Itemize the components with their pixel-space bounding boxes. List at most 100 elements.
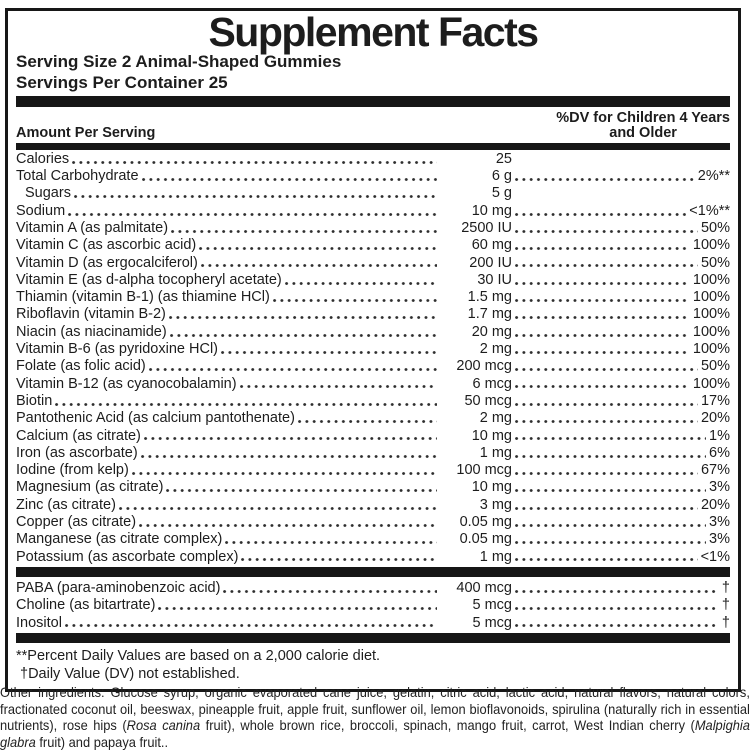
nutrient-row: Biotin 50 mcg 17%: [16, 392, 730, 410]
divider-bar-section-2: [16, 633, 730, 644]
nutrient-amount: 2 mg: [479, 341, 512, 358]
nutrient-row-left: Folate (as folic acid): [16, 358, 440, 375]
dot-leader: [515, 323, 690, 341]
dot-leader: [297, 410, 437, 427]
nutrient-name: Magnesium (as citrate): [16, 479, 164, 496]
dot-leader: [272, 289, 437, 306]
dot-leader: [515, 375, 690, 393]
nutrient-row: Niacin (as niacinamide) 20 mg 100%: [16, 323, 730, 341]
dot-leader: [118, 496, 437, 514]
nutrient-amount: 10 mg: [471, 427, 512, 444]
nutrient-dv: 50%: [700, 254, 730, 271]
nutrient-amount: 1.7 mg: [467, 306, 512, 323]
dot-leader: [148, 358, 437, 375]
dot-leader: [139, 514, 437, 531]
dot-leader: [223, 579, 437, 597]
nutrient-row: Sugars 5 g: [16, 185, 730, 202]
nutrient-row-left: Vitamin B-12 (as cyanocobalamin): [16, 375, 440, 393]
nutrient-name: Vitamin E (as d-alpha tocopheryl acetate…: [16, 271, 282, 288]
dot-leader: [515, 392, 698, 410]
dot-leader: [515, 531, 707, 548]
latin-name-italic: Rosa canina: [126, 717, 201, 734]
nutrient-name: Copper (as citrate): [16, 514, 137, 531]
dot-leader: [166, 479, 437, 496]
nutrient-row-left: Zinc (as citrate): [16, 496, 440, 514]
nutrient-dv: †: [721, 597, 730, 614]
dot-leader: [225, 531, 437, 548]
nutrient-row: Calcium (as citrate) 10 mg 1%: [16, 427, 730, 445]
nutrient-dv: 2%**: [697, 168, 730, 185]
nutrient-name: Biotin: [16, 392, 53, 409]
nutrient-row: Folate (as folic acid) 200 mcg 50%: [16, 358, 730, 375]
nutrient-amount: 2 mg: [479, 410, 512, 427]
nutrient-name: PABA (para-aminobenzoic acid): [16, 579, 221, 596]
panel-title: Supplement Facts: [208, 9, 539, 55]
nutrient-amount: 5 g: [491, 185, 512, 202]
nutrient-name: Folate (as folic acid): [16, 358, 146, 375]
nutrient-amount: 6 mcg: [472, 375, 513, 392]
nutrient-name: Potassium (as ascorbate complex): [16, 548, 239, 565]
nutrient-dv: 100%: [692, 341, 730, 358]
nutrient-row-left: Copper (as citrate): [16, 514, 440, 531]
serving-size-line: Serving Size 2 Animal-Shaped Gummies: [16, 52, 342, 71]
nutrient-row: Potassium (as ascorbate complex) 1 mg <1…: [16, 548, 730, 566]
footnote-line: †Daily Value (DV) not established.: [20, 665, 240, 682]
nutrient-name: Vitamin A (as palmitate): [16, 219, 169, 236]
other-nutrient-table: PABA (para-aminobenzoic acid) 400 mcg † …: [16, 579, 730, 632]
dot-leader: [158, 597, 437, 614]
nutrient-amount: 3 mg: [479, 496, 512, 513]
nutrient-amount: 1 mg: [479, 444, 512, 461]
nutrient-dv: 20%: [700, 496, 730, 513]
nutrient-name: Vitamin B-12 (as cyanocobalamin): [16, 375, 237, 392]
dot-leader: [515, 579, 719, 597]
nutrient-row-left: Pantothenic Acid (as calcium pantothenat…: [16, 410, 440, 427]
nutrient-amount: 5 mcg: [472, 597, 513, 614]
dot-leader: [515, 514, 707, 531]
nutrient-name: Vitamin B-6 (as pyridoxine HCl): [16, 341, 218, 358]
nutrient-dv: 100%: [692, 289, 730, 306]
supplement-facts-panel: Supplement Facts Serving Size 2 Animal-S…: [5, 8, 741, 693]
nutrient-table: Calories 25 Total Carbohydrate 6 g 2%** …: [16, 150, 730, 566]
nutrient-dv: 67%: [700, 462, 730, 479]
nutrient-dv: 1%: [709, 427, 730, 444]
dot-leader: [171, 219, 437, 237]
nutrient-amount: 200 IU: [469, 254, 512, 271]
dot-leader: [200, 254, 437, 272]
dot-leader: [199, 237, 437, 254]
divider-bar-section-1: [16, 567, 730, 578]
nutrient-amount: 0.05 mg: [459, 531, 512, 548]
dot-leader: [169, 323, 437, 341]
nutrient-dv: 6%: [709, 444, 730, 461]
nutrient-name: Iodine (from kelp): [16, 462, 129, 479]
nutrient-row: Zinc (as citrate) 3 mg 20%: [16, 496, 730, 514]
dot-leader: [515, 597, 719, 614]
latin-name-italic: Malpighia glabra: [0, 717, 750, 750]
nutrient-row: Calories 25: [16, 150, 730, 168]
nutrient-row: Iodine (from kelp) 100 mcg 67%: [16, 461, 730, 479]
nutrient-name: Sugars: [25, 185, 71, 202]
dot-leader: [515, 427, 707, 445]
dot-leader: [515, 444, 707, 462]
dot-leader: [515, 151, 727, 168]
nutrient-name: Niacin (as niacinamide): [16, 323, 167, 340]
dot-leader: [515, 341, 690, 358]
nutrient-row: Sodium 10 mg <1%**: [16, 202, 730, 220]
nutrient-row: Choline (as bitartrate) 5 mcg †: [16, 596, 730, 614]
nutrient-name: Pantothenic Acid (as calcium pantothenat…: [16, 410, 295, 427]
nutrient-row-left: Niacin (as niacinamide): [16, 323, 440, 341]
nutrient-row-left: Manganese (as citrate complex): [16, 531, 440, 548]
dot-leader: [515, 410, 698, 427]
nutrient-row-left: Total Carbohydrate: [16, 168, 440, 185]
dot-leader: [55, 392, 437, 410]
dot-leader: [515, 219, 698, 237]
nutrient-dv: 100%: [692, 271, 730, 288]
other-ingredients-paragraph: Other ingredients: Glucose syrup, organi…: [0, 684, 750, 750]
nutrient-row: Pantothenic Acid (as calcium pantothenat…: [16, 409, 730, 427]
nutrient-amount: 200 mcg: [456, 358, 512, 375]
divider-bar-header: [16, 143, 730, 150]
dv-header-line2: and Older: [609, 125, 677, 141]
nutrient-name: Calories: [16, 150, 70, 167]
nutrient-name: Sodium: [16, 202, 66, 219]
dot-leader: [515, 614, 719, 632]
divider-bar-top: [16, 96, 730, 107]
